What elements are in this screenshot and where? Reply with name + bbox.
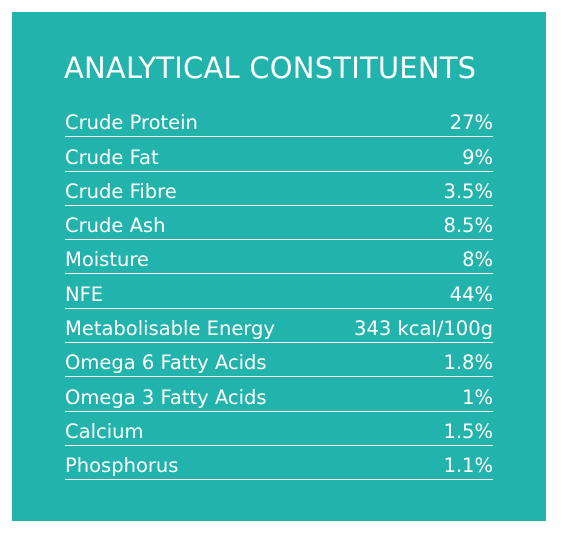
table-row: Phosphorus 1.1% bbox=[65, 446, 493, 481]
table-row: Moisture 8% bbox=[65, 240, 493, 275]
constituent-name: Crude Fibre bbox=[65, 179, 177, 203]
table-row: Crude Fat 9% bbox=[65, 137, 493, 172]
constituent-name: NFE bbox=[65, 282, 104, 306]
analytical-constituents-panel: ANALYTICAL CONSTITUENTS Crude Protein 27… bbox=[12, 12, 546, 521]
panel-title: ANALYTICAL CONSTITUENTS bbox=[64, 51, 477, 85]
constituent-name: Phosphorus bbox=[65, 454, 179, 478]
constituent-name: Calcium bbox=[65, 419, 144, 443]
constituent-name: Crude Protein bbox=[65, 111, 198, 135]
table-row: Crude Protein 27% bbox=[65, 103, 493, 138]
table-row: Crude Ash 8.5% bbox=[65, 206, 493, 241]
table-row: Omega 6 Fatty Acids 1.8% bbox=[65, 343, 493, 378]
constituent-value: 1.1% bbox=[443, 454, 493, 478]
constituent-name: Omega 6 Fatty Acids bbox=[65, 351, 267, 375]
constituent-name: Metabolisable Energy bbox=[65, 317, 275, 341]
constituent-value: 1.5% bbox=[443, 419, 493, 443]
constituent-value: 1% bbox=[462, 385, 493, 409]
constituent-value: 8% bbox=[462, 248, 493, 272]
table-row: Crude Fibre 3.5% bbox=[65, 172, 493, 206]
constituent-name: Moisture bbox=[65, 248, 149, 272]
constituent-value: 3.5% bbox=[443, 179, 493, 203]
table-row: Omega 3 Fatty Acids 1% bbox=[65, 377, 493, 412]
constituent-name: Crude Ash bbox=[65, 214, 166, 238]
table-row: Calcium 1.5% bbox=[65, 412, 493, 446]
table-row: NFE 44% bbox=[65, 274, 493, 309]
constituent-value: 1.8% bbox=[443, 351, 493, 375]
constituent-name: Omega 3 Fatty Acids bbox=[65, 385, 267, 409]
constituent-value: 8.5% bbox=[443, 214, 493, 238]
constituent-value: 27% bbox=[449, 111, 493, 135]
constituents-table: Crude Protein 27% Crude Fat 9% Crude Fib… bbox=[65, 103, 493, 481]
constituent-value: 343 kcal/100g bbox=[354, 317, 493, 341]
constituent-value: 9% bbox=[462, 145, 493, 169]
table-row: Metabolisable Energy 343 kcal/100g bbox=[65, 309, 493, 344]
constituent-value: 44% bbox=[449, 282, 493, 306]
constituent-name: Crude Fat bbox=[65, 145, 159, 169]
